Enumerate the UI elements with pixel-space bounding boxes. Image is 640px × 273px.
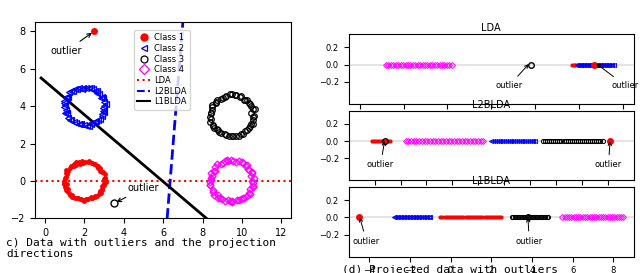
- Title: L2BLDA: L2BLDA: [472, 100, 510, 110]
- Legend: Class 1, Class 2, Class 3, Class 4, LDA, L2BLDA, L1BLDA: Class 1, Class 2, Class 3, Class 4, LDA,…: [134, 30, 190, 109]
- Text: outlier: outlier: [597, 64, 639, 90]
- Text: (d) Projected data with outliers: (d) Projected data with outliers: [342, 265, 559, 273]
- Text: outlier: outlier: [353, 219, 380, 246]
- Text: outlier: outlier: [516, 219, 543, 246]
- Text: outlier: outlier: [118, 183, 159, 201]
- Text: c) Data with outliers and the projection
directions: c) Data with outliers and the projection…: [6, 238, 276, 259]
- Text: outlier: outlier: [367, 142, 394, 169]
- Text: outlier: outlier: [495, 65, 528, 90]
- Title: L1BLDA: L1BLDA: [472, 176, 510, 186]
- Title: LDA: LDA: [481, 23, 501, 33]
- Text: outlier: outlier: [595, 142, 622, 169]
- Text: outlier: outlier: [51, 34, 91, 56]
